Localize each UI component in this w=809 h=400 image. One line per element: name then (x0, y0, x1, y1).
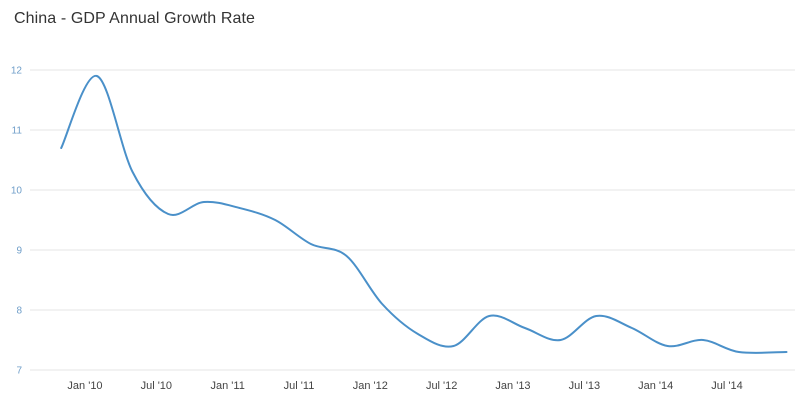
x-tick-label: Jul '10 (141, 380, 172, 392)
x-tick-label: Jul '14 (711, 380, 742, 392)
y-tick-label: 9 (16, 246, 22, 257)
y-tick-label: 12 (11, 66, 23, 77)
chart-title: China - GDP Annual Growth Rate (14, 10, 256, 27)
y-tick-label: 10 (11, 186, 23, 197)
x-tick-label: Jul '12 (426, 380, 457, 392)
x-tick-label: Jan '14 (638, 380, 673, 392)
y-tick-label: 8 (16, 306, 22, 317)
y-tick-label: 7 (16, 366, 22, 377)
x-tick-label: Jan '10 (67, 380, 102, 392)
x-tick-label: Jan '13 (495, 380, 530, 392)
x-tick-label: Jul '13 (569, 380, 600, 392)
gdp-growth-line (60, 75, 788, 354)
x-tick-label: Jan '11 (211, 380, 245, 392)
x-tick-label: Jul '11 (284, 380, 315, 392)
x-tick-label: Jan '12 (353, 380, 388, 392)
y-tick-label: 11 (12, 126, 23, 137)
